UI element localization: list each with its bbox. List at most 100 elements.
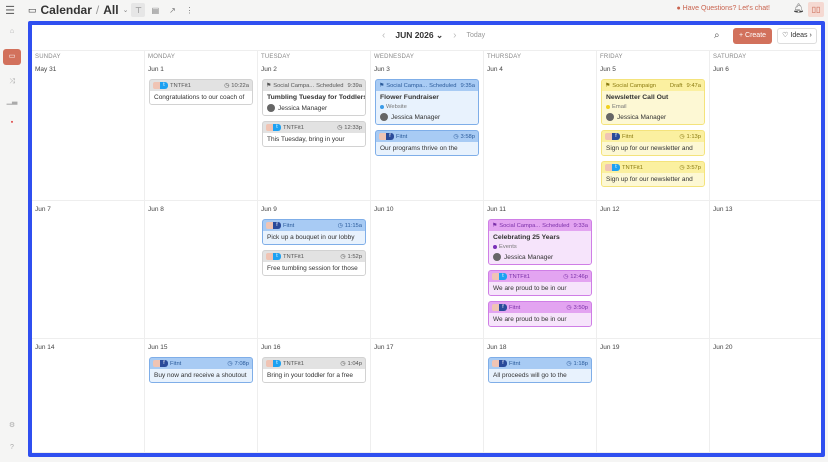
day-cell[interactable]: TUESDAY Jun 2 ⚑ Social Campa... Scheduled 9:3…: [258, 50, 371, 200]
media-icon[interactable]: ▪: [10, 119, 14, 126]
campaign-label: Social Campa...: [499, 222, 541, 229]
more-options-icon[interactable]: ⋮: [185, 5, 194, 15]
post-card[interactable]: f Fitnt ◷ 3:50p We are proud to be in our: [488, 301, 592, 327]
help-icon[interactable]: ?: [10, 444, 14, 451]
card-body: Flower Fundraiser Website Jessica Manager: [376, 91, 478, 124]
post-card[interactable]: f Fitnt ◷ 7:08p Buy now and receive a shouto…: [149, 357, 253, 383]
tag-label: Events: [499, 244, 517, 250]
facebook-logo-icon: f: [386, 133, 394, 140]
page-title: Calendar: [40, 3, 92, 17]
day-cell[interactable]: Jun 17: [371, 338, 484, 452]
share-icon[interactable]: ↗: [169, 5, 176, 15]
twitter-icon: t: [266, 253, 281, 260]
day-cell[interactable]: Jun 24: [371, 452, 484, 453]
account-name: TNTFit1: [509, 273, 530, 280]
post-card[interactable]: f Fitnt ◷ 3:58p Our programs thrive on the: [375, 130, 479, 156]
account-name: Fitnt: [283, 222, 295, 229]
day-date: Jun 10: [374, 206, 394, 213]
chevron-down-icon[interactable]: ⌄: [122, 7, 129, 14]
post-time: 9:35a: [460, 82, 475, 89]
assignee-name: Jessica Manager: [617, 113, 667, 121]
analytics-icon[interactable]: ▁▃: [6, 98, 18, 105]
day-cell[interactable]: Jun 13: [710, 200, 821, 338]
campaign-card[interactable]: ⚑ Social Campaign Draft 9:47a Newsletter Cal…: [601, 79, 705, 125]
day-cell[interactable]: Jun 16 t TNTFit1 ◷ 1:04p Bring in your toddle…: [258, 338, 371, 452]
calendar-nav-icon[interactable]: ▭: [3, 49, 21, 65]
post-list: t TNTFit1 ◷ 10:22a Congratulations to our co…: [148, 79, 254, 105]
home-icon[interactable]: ⌂: [9, 28, 15, 35]
day-cell[interactable]: Jun 12: [597, 200, 710, 338]
chat-link[interactable]: ● Have Questions? Let's chat!: [676, 5, 770, 12]
post-card[interactable]: t TNTFit1 ◷ 10:22a Congratulations to our co…: [149, 79, 253, 105]
day-cell[interactable]: Jun 14: [32, 338, 145, 452]
day-cell[interactable]: Jun 19: [597, 338, 710, 452]
day-name-header: TUESDAY: [261, 54, 291, 60]
post-card[interactable]: t TNTFit1 ◷ 12:33p This Tuesday, bring in yo…: [262, 121, 366, 147]
next-month-button[interactable]: ›: [453, 30, 457, 41]
book-icon[interactable]: ▯▯: [808, 2, 824, 17]
day-cell[interactable]: Jun 10: [371, 200, 484, 338]
post-card[interactable]: t TNTFit1 ◷ 3:57p Sign up for our newsletter…: [601, 161, 705, 187]
day-cell[interactable]: Jun 23: [258, 452, 371, 453]
day-date: Jun 9: [261, 206, 277, 213]
status-badge: Scheduled: [542, 222, 570, 229]
day-name-header: FRIDAY: [600, 54, 623, 60]
view-selector[interactable]: All: [103, 3, 119, 17]
day-cell[interactable]: Jun 7: [32, 200, 145, 338]
media-thumbnail-icon: [266, 222, 273, 229]
post-card[interactable]: f Fitnt ◷ 1:18p All proceeds will go to the: [488, 357, 592, 383]
settings-icon[interactable]: ⚙: [8, 422, 16, 429]
hamburger-menu-icon[interactable]: ☰: [5, 4, 15, 17]
day-cell[interactable]: Jun 25: [484, 452, 597, 453]
campaign-flag-icon: ⚑: [379, 82, 385, 89]
create-button[interactable]: + Create: [733, 28, 772, 44]
post-card[interactable]: f Fitnt ◷ 11:15a Pick up a bouquet in our lo…: [262, 219, 366, 245]
campaign-title: Newsletter Call Out: [606, 94, 669, 101]
month-selector[interactable]: JUN 2026 ⌄: [395, 30, 444, 40]
post-text: Pick up a bouquet in our lobby: [267, 234, 355, 241]
post-text: Free tumbling session for those: [267, 265, 358, 272]
day-cell[interactable]: Jun 18 f Fitnt ◷ 1:18p All proceeds will go t…: [484, 338, 597, 452]
month-grid: SUNDAY May 31 MONDAY Jun 1 t TNTFit1 ◷ 10:22a Co…: [32, 50, 821, 453]
day-cell[interactable]: Jun 11 ⚑ Social Campa... Scheduled 9:33a Cele…: [484, 200, 597, 338]
clock-icon: ◷: [227, 360, 233, 367]
day-cell[interactable]: Jun 9 f Fitnt ◷ 11:15a Pick up a bouquet in o…: [258, 200, 371, 338]
post-card[interactable]: t TNTFit1 ◷ 1:52p Free tumbling session for …: [262, 250, 366, 276]
search-icon[interactable]: ⌕: [714, 30, 720, 41]
today-button[interactable]: Today: [466, 32, 486, 39]
day-cell[interactable]: Jun 21: [32, 452, 145, 453]
day-cell[interactable]: SUNDAY May 31: [32, 50, 145, 200]
day-cell[interactable]: MONDAY Jun 1 t TNTFit1 ◷ 10:22a Congratulation…: [145, 50, 258, 200]
campaign-card[interactable]: ⚑ Social Campa... Scheduled 9:33a Celebratin…: [488, 219, 592, 265]
post-text: This Tuesday, bring in your: [267, 136, 345, 143]
day-cell[interactable]: Jun 22: [145, 452, 258, 453]
shuffle-icon[interactable]: ⤨: [9, 78, 15, 85]
post-list: ⚑ Social Campa... Scheduled 9:33a Celebratin…: [487, 219, 593, 327]
day-cell[interactable]: Jun 26: [597, 452, 710, 453]
day-cell[interactable]: Jun 8: [145, 200, 258, 338]
card-body: Sign up for our newsletter and: [602, 142, 704, 155]
ideas-button[interactable]: ♡ Ideas ›: [777, 28, 817, 44]
day-name-header: SUNDAY: [35, 54, 61, 60]
calendar-header: ‹ JUN 2026 ⌄ › Today ⌕ + Create ♡ Ideas …: [32, 25, 821, 50]
card-body: Our programs thrive on the: [376, 142, 478, 155]
post-card[interactable]: t TNTFit1 ◷ 12:46p We are proud to be in our: [488, 270, 592, 296]
post-card[interactable]: t TNTFit1 ◷ 1:04p Bring in your toddler for …: [262, 357, 366, 383]
day-cell[interactable]: Jun 27: [710, 452, 821, 453]
notifications-bell-icon[interactable]: 🔔︎: [792, 3, 804, 13]
post-card[interactable]: f Fitnt ◷ 1:13p Sign up for our newsletter a…: [601, 130, 705, 156]
day-cell[interactable]: Jun 15 f Fitnt ◷ 7:08p Buy now and receive a …: [145, 338, 258, 452]
filter-icon[interactable]: ⊤: [131, 3, 146, 17]
day-cell[interactable]: FRIDAY Jun 5 ⚑ Social Campaign Draft 9:47a New…: [597, 50, 710, 200]
media-thumbnail-icon: [153, 360, 160, 367]
day-cell[interactable]: Jun 20: [710, 338, 821, 452]
previous-month-button[interactable]: ‹: [382, 30, 386, 41]
calendar-settings-icon[interactable]: ▤: [151, 5, 160, 15]
post-time: 1:18p: [573, 360, 588, 367]
day-cell[interactable]: WEDNESDAY Jun 3 ⚑ Social Campa... Scheduled 9…: [371, 50, 484, 200]
day-cell[interactable]: SATURDAY Jun 6: [710, 50, 821, 200]
day-cell[interactable]: THURSDAY Jun 4: [484, 50, 597, 200]
campaign-card[interactable]: ⚑ Social Campa... Scheduled 9:35a Flower Fun…: [375, 79, 479, 125]
card-body: This Tuesday, bring in your: [263, 133, 365, 146]
campaign-card[interactable]: ⚑ Social Campa... Scheduled 9:39a Tumbling T…: [262, 79, 366, 116]
